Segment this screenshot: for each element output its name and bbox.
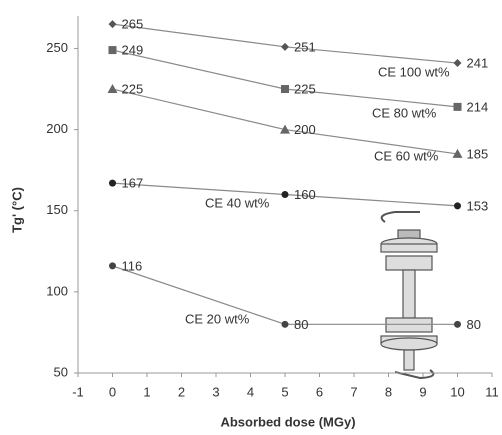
y-tick-label: 250 xyxy=(46,40,68,55)
marker xyxy=(281,42,289,51)
series-line xyxy=(112,88,458,155)
x-tick-label: 7 xyxy=(350,384,357,399)
marker xyxy=(109,179,116,187)
y-tick-label: 200 xyxy=(46,121,68,136)
data-label: 249 xyxy=(122,43,144,58)
marker xyxy=(108,46,117,55)
x-tick-label: 11 xyxy=(485,384,499,399)
marker xyxy=(454,320,461,328)
x-tick-label: 5 xyxy=(281,384,288,399)
data-label: 167 xyxy=(122,176,144,191)
data-label: 214 xyxy=(467,99,489,114)
data-label: 265 xyxy=(122,17,144,32)
data-label: 200 xyxy=(294,122,316,137)
marker xyxy=(280,124,290,134)
data-label: 153 xyxy=(467,198,489,213)
x-tick-label: 10 xyxy=(450,384,464,399)
marker xyxy=(108,20,117,29)
series-label: CE 60 wt% xyxy=(374,148,439,163)
marker xyxy=(453,102,462,111)
x-tick-label: 0 xyxy=(109,384,116,399)
x-tick-label: 1 xyxy=(143,384,150,399)
x-tick-label: 8 xyxy=(385,384,392,399)
data-label: 80 xyxy=(467,317,481,332)
marker xyxy=(454,202,461,210)
marker xyxy=(452,148,463,158)
marker xyxy=(281,320,289,328)
specimen-icon xyxy=(380,211,438,380)
marker xyxy=(109,262,116,270)
series-label: CE 100 wt% xyxy=(378,64,450,79)
x-tick-label: -1 xyxy=(72,384,84,399)
y-tick-label: 50 xyxy=(54,364,68,379)
x-tick-label: 2 xyxy=(178,384,185,399)
x-tick-label: 6 xyxy=(316,384,323,399)
x-tick-label: 9 xyxy=(419,384,426,399)
series-label: CE 20 wt% xyxy=(185,311,250,326)
data-label: 80 xyxy=(294,317,308,332)
data-label: 241 xyxy=(467,55,489,70)
series-label: CE 80 wt% xyxy=(372,105,437,120)
marker xyxy=(281,85,289,94)
y-tick-label: 150 xyxy=(46,202,68,217)
data-label: 160 xyxy=(294,187,316,202)
y-tick-label: 100 xyxy=(46,283,68,298)
data-label: 225 xyxy=(294,81,316,96)
x-axis-label: Absorbed dose (MGy) xyxy=(220,414,355,429)
data-label: 185 xyxy=(467,146,489,161)
marker xyxy=(453,59,462,68)
data-label: 225 xyxy=(122,81,144,96)
marker xyxy=(107,84,118,94)
series-label: CE 40 wt% xyxy=(205,195,270,210)
x-tick-label: 4 xyxy=(247,384,254,399)
x-tick-label: 3 xyxy=(212,384,219,399)
data-label: 251 xyxy=(294,39,316,54)
data-label: 116 xyxy=(122,258,143,273)
y-axis-label: Tg' (°C) xyxy=(9,187,24,233)
marker xyxy=(281,191,289,198)
